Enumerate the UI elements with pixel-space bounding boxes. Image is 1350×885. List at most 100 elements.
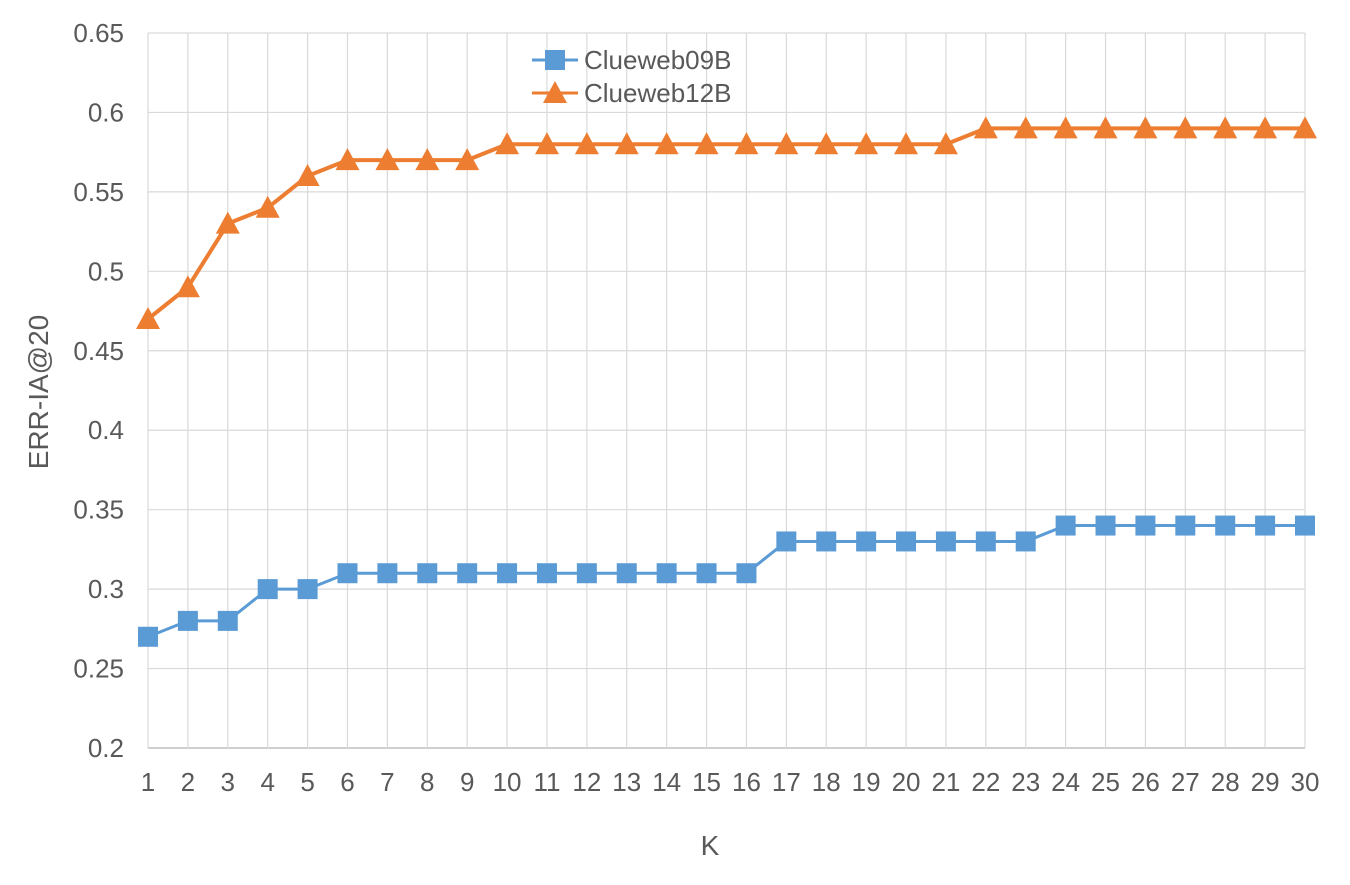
x-tick-label: 6 — [340, 767, 354, 797]
y-tick-label: 0.35 — [73, 495, 124, 525]
legend-item-clueweb09b: Clueweb09B — [532, 45, 731, 75]
y-axis-ticks: 0.2 0.25 0.3 0.35 0.4 0.45 0.5 0.55 0.6 0.65 — [73, 18, 124, 763]
x-tick-label: 20 — [892, 767, 921, 797]
data-point-clueweb09b — [297, 579, 318, 600]
x-tick-label: 18 — [812, 767, 841, 797]
x-tick-label: 1 — [141, 767, 155, 797]
series-clueweb09b — [138, 515, 1315, 647]
data-point-clueweb09b — [536, 563, 557, 584]
x-tick-label: 22 — [971, 767, 1000, 797]
x-tick-label: 26 — [1131, 767, 1160, 797]
data-point-clueweb09b — [457, 563, 478, 584]
y-tick-label: 0.3 — [88, 574, 124, 604]
data-point-clueweb12b — [534, 132, 559, 155]
data-point-clueweb12b — [1053, 116, 1078, 139]
y-axis-title: ERR-IA@20 — [23, 315, 54, 469]
data-point-clueweb12b — [734, 132, 759, 155]
data-point-clueweb09b — [736, 563, 757, 584]
legend-item-clueweb12b: Clueweb12B — [532, 78, 731, 108]
x-tick-label: 16 — [732, 767, 761, 797]
x-tick-label: 10 — [493, 767, 522, 797]
series-line-clueweb12b — [146, 126, 1305, 321]
x-tick-label: 30 — [1291, 767, 1320, 797]
data-point-clueweb09b — [1095, 515, 1116, 536]
data-point-clueweb12b — [495, 132, 520, 155]
x-tick-label: 17 — [772, 767, 801, 797]
x-tick-label: 24 — [1051, 767, 1080, 797]
data-point-clueweb09b — [1015, 531, 1036, 552]
x-tick-label: 7 — [380, 767, 394, 797]
series-line-clueweb09b — [147, 524, 1305, 639]
x-tick-label: 15 — [692, 767, 721, 797]
series-clueweb12b — [136, 116, 1317, 329]
data-point-clueweb12b — [933, 132, 958, 155]
data-point-clueweb09b — [856, 531, 877, 552]
data-point-clueweb09b — [337, 563, 358, 584]
data-point-clueweb12b — [854, 132, 879, 155]
y-tick-label: 0.45 — [73, 336, 124, 366]
data-point-clueweb12b — [455, 148, 480, 171]
x-tick-label: 21 — [931, 767, 960, 797]
data-point-clueweb12b — [574, 132, 599, 155]
data-point-clueweb12b — [136, 307, 160, 329]
data-point-clueweb09b — [656, 563, 677, 584]
x-axis-title: K — [701, 830, 720, 861]
data-point-clueweb09b — [776, 531, 797, 552]
y-tick-label: 0.4 — [88, 415, 124, 445]
x-tick-label: 3 — [221, 767, 235, 797]
x-tick-label: 13 — [612, 767, 641, 797]
data-point-clueweb09b — [497, 563, 518, 584]
x-tick-label: 8 — [420, 767, 434, 797]
x-tick-label: 19 — [852, 767, 881, 797]
gridlines — [147, 32, 1306, 749]
legend-label-clueweb12b: Clueweb12B — [584, 78, 731, 108]
x-tick-label: 28 — [1211, 767, 1240, 797]
data-point-clueweb12b — [415, 148, 440, 171]
x-tick-label: 11 — [533, 767, 560, 797]
data-point-clueweb09b — [696, 563, 717, 584]
data-point-clueweb09b — [896, 531, 917, 552]
data-point-clueweb12b — [295, 164, 320, 186]
data-point-clueweb12b — [1133, 116, 1158, 139]
data-point-clueweb09b — [816, 531, 837, 552]
data-point-clueweb12b — [894, 132, 919, 155]
data-point-clueweb09b — [138, 626, 158, 647]
x-axis-ticks: 1 2 3 4 5 6 7 8 9 10 11 12 13 14 15 16 17 18 19 20 21 22 23 24 2… — [141, 767, 1320, 797]
data-point-clueweb09b — [1055, 515, 1076, 536]
data-point-clueweb09b — [1255, 515, 1276, 536]
legend-marker-clueweb12b — [543, 81, 567, 103]
data-point-clueweb12b — [1253, 116, 1278, 139]
data-point-clueweb09b — [1215, 515, 1236, 536]
x-tick-label: 4 — [260, 767, 274, 797]
data-point-clueweb12b — [1173, 116, 1198, 139]
data-point-clueweb12b — [694, 132, 719, 155]
legend-marker-clueweb09b — [545, 50, 565, 70]
x-tick-label: 2 — [181, 767, 195, 797]
data-point-clueweb12b — [654, 132, 679, 155]
data-point-clueweb12b — [814, 132, 839, 155]
data-point-clueweb09b — [616, 563, 637, 584]
data-point-clueweb09b — [1295, 515, 1315, 536]
x-tick-label: 12 — [572, 767, 601, 797]
x-tick-label: 29 — [1251, 767, 1280, 797]
y-tick-label: 0.2 — [88, 733, 124, 763]
legend-label-clueweb09b: Clueweb09B — [584, 45, 731, 75]
data-point-clueweb09b — [257, 579, 278, 600]
data-point-clueweb12b — [175, 275, 200, 298]
data-point-clueweb12b — [335, 148, 360, 171]
data-point-clueweb09b — [1175, 515, 1196, 536]
y-tick-label: 0.25 — [73, 654, 124, 684]
data-point-clueweb12b — [1213, 116, 1238, 139]
data-point-clueweb12b — [375, 148, 400, 171]
data-point-clueweb12b — [1013, 116, 1038, 139]
data-point-clueweb12b — [215, 211, 240, 234]
y-tick-label: 0.5 — [88, 256, 124, 286]
data-point-clueweb09b — [1135, 515, 1156, 536]
x-tick-label: 23 — [1011, 767, 1040, 797]
data-point-clueweb12b — [1293, 116, 1317, 139]
data-point-clueweb12b — [1093, 116, 1118, 139]
y-tick-label: 0.55 — [73, 177, 124, 207]
x-tick-label: 5 — [300, 767, 314, 797]
